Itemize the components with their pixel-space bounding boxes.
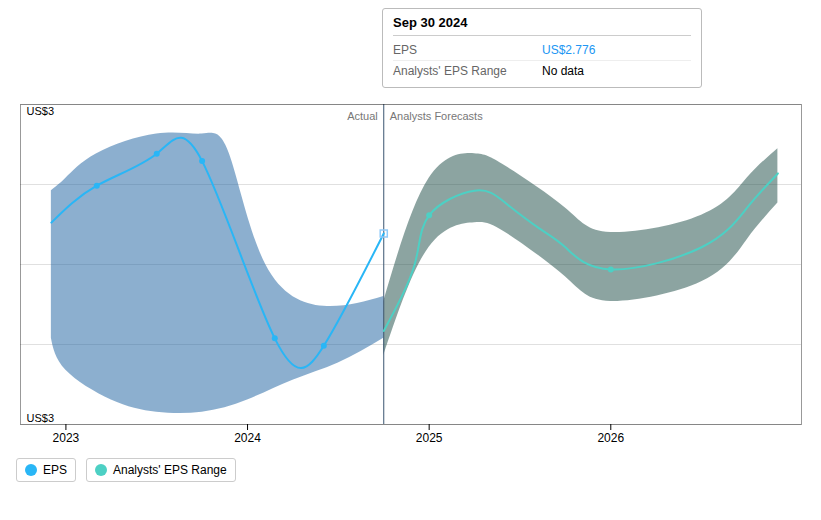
svg-text:2025: 2025 [416, 431, 443, 445]
svg-text:Analysts Forecasts: Analysts Forecasts [390, 110, 483, 122]
html-text:US$2.776: US$2.776 [542, 43, 596, 57]
html-text:No data: No data [542, 64, 584, 78]
svg-text:2023: 2023 [53, 431, 80, 445]
svg-text:US$3: US$3 [27, 412, 55, 424]
svg-text:US$3: US$3 [27, 105, 55, 117]
svg-text:2026: 2026 [597, 431, 624, 445]
html-text:Sep 30 2024: Sep 30 2024 [393, 15, 468, 30]
svg-text:2024: 2024 [234, 431, 261, 445]
html-text:EPS: EPS [43, 463, 67, 477]
html-text:EPS: EPS [393, 43, 417, 57]
svg-text:Actual: Actual [347, 110, 378, 122]
html-text:Analysts' EPS Range: Analysts' EPS Range [393, 64, 507, 78]
html-text:Analysts' EPS Range: Analysts' EPS Range [113, 463, 227, 477]
